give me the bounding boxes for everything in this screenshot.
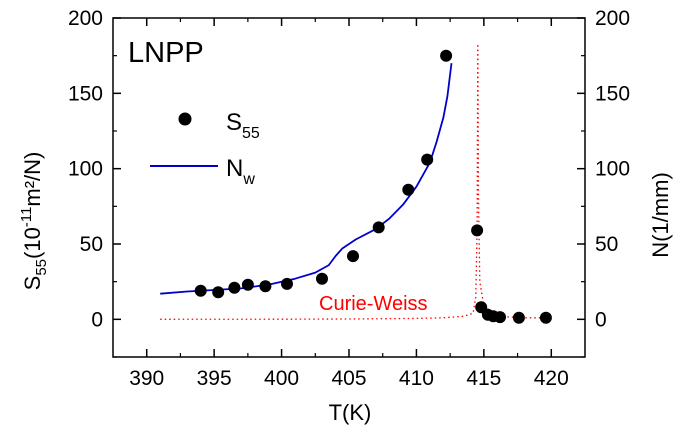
nw-line (160, 63, 453, 295)
x-tick-label: 405 (331, 367, 366, 390)
y2-tick-label: 200 (595, 7, 630, 30)
y2-tick-label: 150 (595, 82, 630, 105)
y-tick-label: 0 (91, 308, 103, 331)
y-title-sub: 55 (33, 259, 50, 276)
legend-s55-sub: 55 (242, 125, 260, 142)
legend-label-nw: Nw (226, 155, 255, 188)
y-tick-label: 50 (80, 233, 103, 256)
s55-point (471, 224, 484, 237)
legend-s55-main: S (226, 109, 242, 136)
y-tick-label: 200 (68, 7, 103, 30)
s55-point (259, 280, 272, 293)
s55-point (402, 183, 415, 196)
x-tick-label: 420 (534, 367, 569, 390)
s55-point (421, 153, 434, 166)
y-title-sup: -11 (18, 207, 35, 228)
y-axis-title: S55(10-11m²/N) (18, 152, 50, 291)
s55-point (440, 49, 453, 62)
x-tick-label: 400 (264, 367, 299, 390)
legend: S55 Nw (150, 109, 260, 188)
x-tick-label: 390 (129, 367, 164, 390)
s55-point (347, 250, 359, 263)
y2-axis-title: N(1/mm) (648, 172, 673, 258)
s55-point (281, 277, 293, 290)
s55-point (494, 311, 506, 324)
s55-point (539, 311, 552, 324)
panel-label: LNPP (128, 37, 204, 69)
s55-point (241, 278, 254, 291)
s55-point (212, 286, 225, 299)
x-tick-label: 415 (466, 367, 501, 390)
legend-marker-s55 (178, 112, 192, 126)
y2-tick-label: 0 (595, 308, 607, 331)
legend-nw-sub: w (242, 171, 255, 188)
y-title-post: m²/N) (20, 152, 45, 207)
y-title-pre: (10 (20, 227, 45, 259)
y2-tick-label: 100 (595, 158, 630, 181)
curie-weiss-line (160, 43, 552, 320)
y-tick-label: 150 (68, 82, 103, 105)
legend-label-s55: S55 (226, 109, 260, 142)
s55-point (512, 311, 525, 324)
curie-weiss-label: Curie-Weiss (319, 293, 428, 315)
y2-tick-label: 50 (595, 233, 618, 256)
y-tick-label: 100 (68, 158, 103, 181)
y-title-main: S (20, 276, 45, 291)
x-axis-title: T(K) (329, 400, 372, 425)
x-tick-label: 410 (399, 367, 434, 390)
s55-point (372, 221, 385, 234)
s55-point (316, 272, 328, 285)
ticks-layer: 390 395 400 405 410 415 420 0 50 100 150 200 0 50 100 1… (68, 7, 630, 390)
s55-point (228, 281, 241, 294)
legend-nw-main: N (226, 155, 243, 182)
x-tick-label: 395 (197, 367, 232, 390)
s55-point (194, 284, 207, 297)
series-layer (160, 43, 552, 324)
